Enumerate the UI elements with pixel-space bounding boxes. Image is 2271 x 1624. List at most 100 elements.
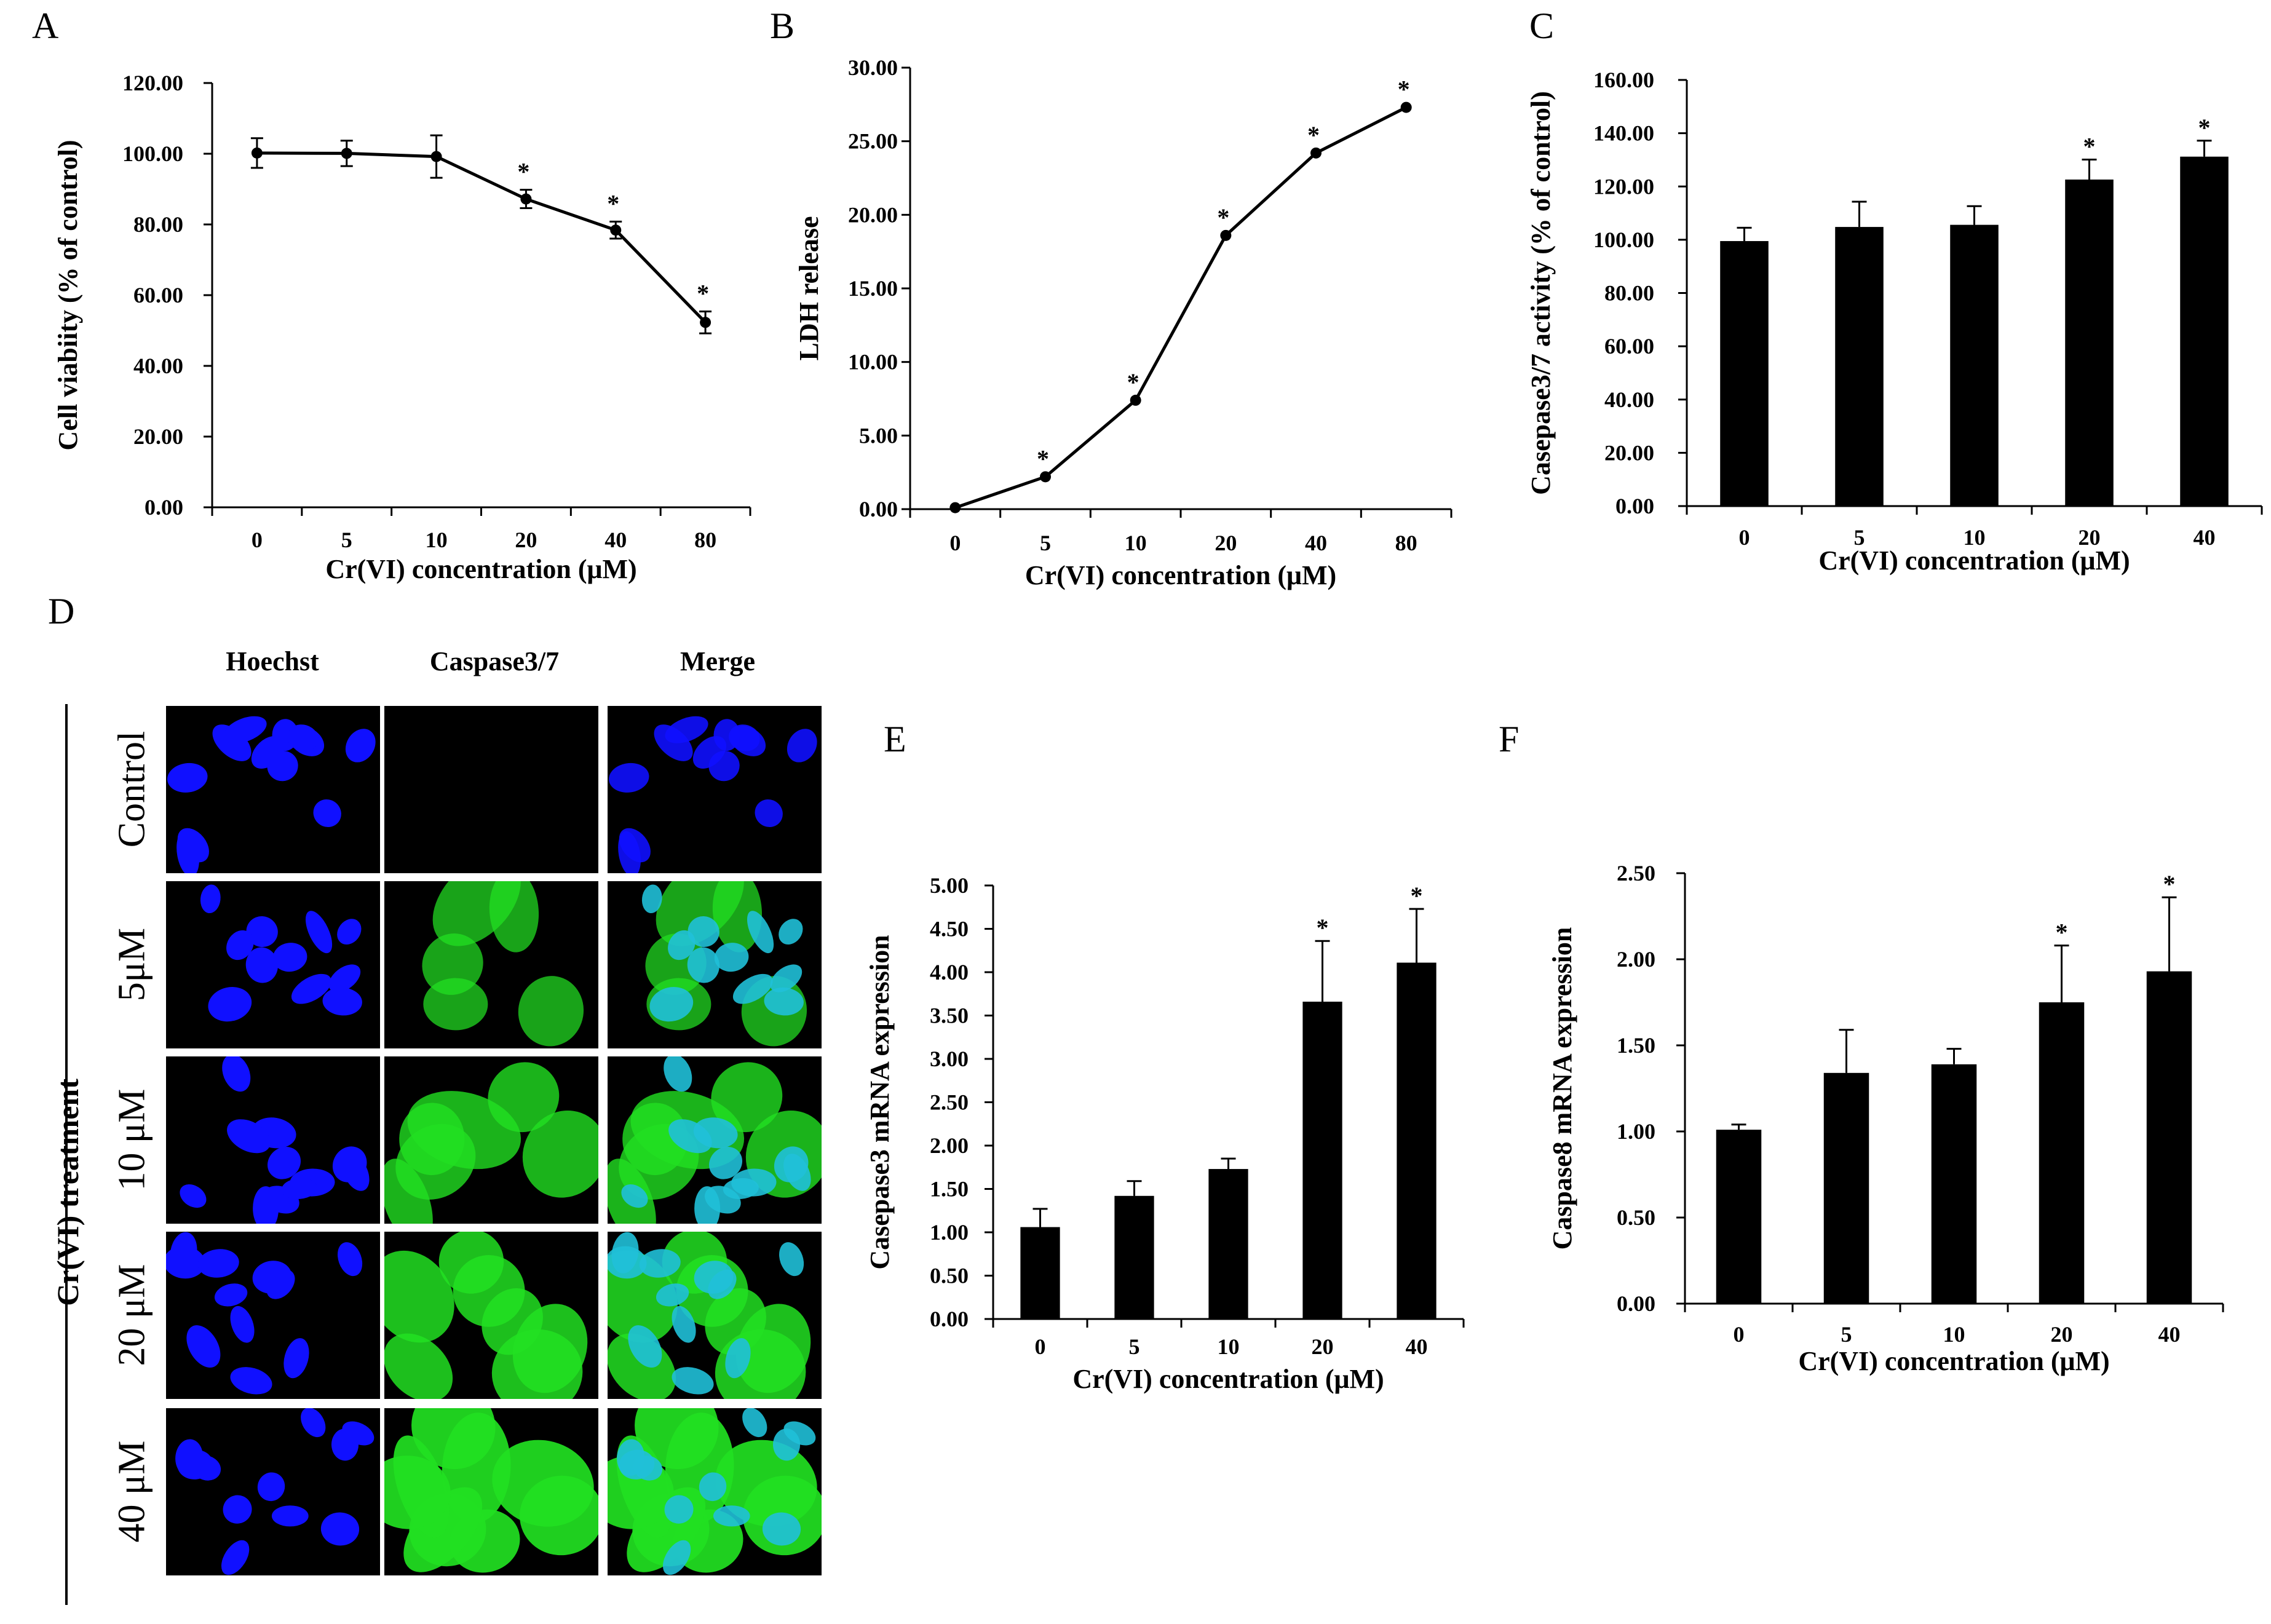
caspase-signal xyxy=(715,1440,817,1527)
nucleus xyxy=(668,1119,712,1154)
caspase-signal xyxy=(453,1255,525,1327)
caspase-signal xyxy=(399,1103,465,1176)
nucleus xyxy=(200,884,221,914)
x-axis-title: Cr(VI) concentration (μM) xyxy=(325,554,636,584)
y-axis-title: Casepase3 mRNA expression xyxy=(865,935,895,1269)
caspase-signal xyxy=(656,881,744,946)
x-tick-label: 5 xyxy=(1129,1334,1140,1359)
nucleus xyxy=(208,987,252,1022)
column-header-merge: Merge xyxy=(680,646,756,676)
nucleus xyxy=(665,716,708,743)
nucleus xyxy=(641,884,662,914)
panel-letter-a: A xyxy=(32,6,59,46)
y-tick-label: 40.00 xyxy=(133,354,183,378)
caspase-signal xyxy=(432,881,521,946)
bar xyxy=(1302,1001,1342,1319)
caspase-signal xyxy=(423,978,488,1031)
y-tick-label: 0.00 xyxy=(930,1307,969,1331)
bar xyxy=(2146,971,2192,1304)
x-axis-title: Cr(VI) concentration (μM) xyxy=(1798,1346,2109,1376)
significance-star: * xyxy=(607,189,619,217)
bar xyxy=(1716,1130,1762,1304)
bar xyxy=(1720,241,1769,506)
nucleus xyxy=(742,1408,767,1438)
y-tick-label: 60.00 xyxy=(1604,334,1654,358)
y-tick-label: 30.00 xyxy=(848,55,898,80)
micrograph-merge xyxy=(608,881,822,1048)
caspase-signal xyxy=(422,933,483,995)
x-tick-label: 80 xyxy=(694,528,716,552)
x-tick-label: 5 xyxy=(341,528,352,552)
panel-letter-d: D xyxy=(48,591,75,632)
nucleus xyxy=(732,973,773,1004)
y-tick-label: 1.50 xyxy=(1617,1033,1655,1058)
panel-letter-e: E xyxy=(884,719,906,759)
caspase-signal xyxy=(384,1456,451,1529)
nucleus xyxy=(176,831,199,873)
nucleus xyxy=(328,964,361,992)
bar xyxy=(1931,1064,1977,1304)
x-tick-label: 20 xyxy=(1215,531,1237,555)
caspase-signal xyxy=(635,1408,719,1470)
nucleus xyxy=(197,1249,239,1278)
y-tick-label: 2.50 xyxy=(930,1090,969,1115)
y-tick-label: 20.00 xyxy=(133,424,183,449)
row-label: 5μM xyxy=(111,927,153,1002)
nucleus xyxy=(609,762,649,793)
x-tick-label: 10 xyxy=(1125,531,1147,555)
data-point xyxy=(1220,229,1232,241)
nucleus xyxy=(649,987,694,1022)
caspase-signal xyxy=(384,1250,454,1343)
nucleus xyxy=(281,1178,317,1199)
nucleus xyxy=(764,987,804,1016)
micrograph-caspase xyxy=(384,1056,598,1224)
y-tick-label: 0.50 xyxy=(1617,1205,1655,1230)
y-tick-label: 4.50 xyxy=(930,917,969,941)
row-label: 40 μM xyxy=(111,1440,153,1543)
row-label: 10 μM xyxy=(111,1088,153,1191)
nucleus xyxy=(694,1261,734,1294)
significance-star: * xyxy=(1411,882,1423,909)
nucleus xyxy=(305,911,333,954)
treatment-bracket-line xyxy=(65,704,68,1605)
x-tick-label: 0 xyxy=(1035,1334,1046,1359)
nucleus xyxy=(272,943,307,972)
data-point xyxy=(251,147,263,159)
nucleus xyxy=(301,1408,326,1438)
y-tick-label: 0.00 xyxy=(1617,1291,1655,1316)
panel-letter-c: C xyxy=(1529,6,1555,46)
bar xyxy=(2065,179,2114,506)
nucleus xyxy=(230,1305,255,1343)
x-tick-label: 40 xyxy=(2158,1322,2181,1347)
y-tick-label: 0.50 xyxy=(930,1264,969,1288)
significance-star: * xyxy=(1037,445,1049,472)
nucleus xyxy=(770,964,803,992)
significance-star: * xyxy=(1307,121,1320,149)
row-label: Control xyxy=(111,731,153,848)
y-tick-label: 5.00 xyxy=(859,423,898,448)
micrograph-hoechst xyxy=(166,706,380,873)
nucleus xyxy=(688,916,719,948)
nucleus xyxy=(283,1338,309,1379)
y-tick-label: 1.00 xyxy=(1617,1119,1655,1144)
data-point xyxy=(1040,471,1051,483)
y-tick-label: 100.00 xyxy=(1593,228,1654,252)
x-tick-label: 40 xyxy=(604,528,627,552)
nucleus xyxy=(167,762,208,793)
x-tick-label: 0 xyxy=(949,531,961,555)
nucleus xyxy=(271,1505,309,1527)
significance-star: * xyxy=(1217,204,1229,231)
caspase-signal xyxy=(492,1440,594,1527)
bar xyxy=(2039,1002,2085,1304)
x-tick-label: 80 xyxy=(1395,531,1417,555)
significance-star: * xyxy=(2083,133,2096,160)
nucleus xyxy=(230,1367,272,1395)
nucleus xyxy=(692,735,726,769)
y-tick-label: 0.00 xyxy=(859,497,898,521)
y-tick-label: 120.00 xyxy=(122,71,183,95)
x-tick-label: 10 xyxy=(1218,1334,1240,1359)
micrograph-background xyxy=(384,706,598,873)
bar xyxy=(1208,1169,1248,1319)
chart-c-caspase37-activity: 0.00 20.00 40.00 60.00 80.00 100.00 120.00 140.… xyxy=(1526,68,2263,576)
